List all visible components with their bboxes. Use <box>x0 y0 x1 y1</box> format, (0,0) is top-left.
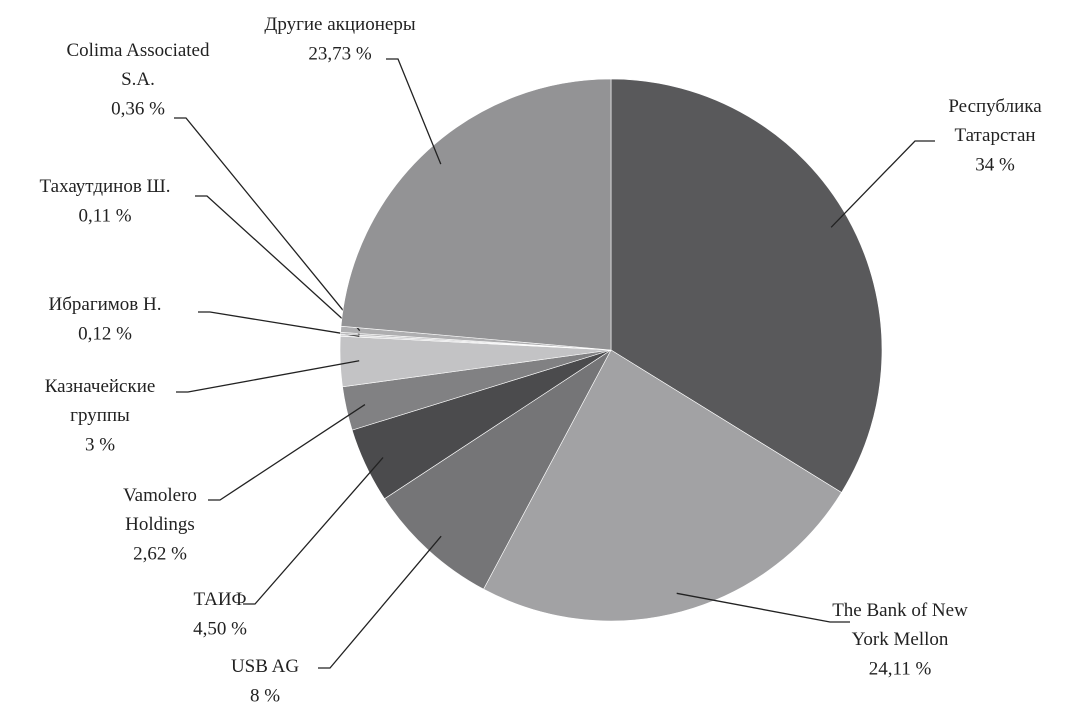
label-line: Другие акционеры <box>264 14 415 35</box>
label-line: Vamolero <box>123 485 197 506</box>
label-line: Татарстан <box>954 125 1035 146</box>
label-line: группы <box>70 405 130 426</box>
leader-line <box>195 195 360 335</box>
label-line: Тахаутдинов Ш. <box>40 176 171 197</box>
leader-line <box>386 58 442 165</box>
label-line: The Bank of New <box>832 600 968 621</box>
value-label: 24,11 % <box>869 658 932 679</box>
label-line: Ибрагимов Н. <box>49 294 162 315</box>
slice-label: ТАИФ <box>193 589 246 610</box>
pie-slice <box>483 349 842 622</box>
slice-label: Казначейские группы <box>45 376 156 426</box>
leader-line <box>243 457 384 605</box>
label-line: S.A. <box>121 69 155 90</box>
leader-line <box>830 140 935 228</box>
slice-label: The Bank of New York Mellon <box>832 600 968 650</box>
label-line: York Mellon <box>852 629 949 650</box>
leader-line <box>676 592 850 623</box>
slice-label: Colima Associated S.A. <box>66 40 210 90</box>
value-label: 0,11 % <box>78 205 131 226</box>
leader-line <box>174 117 361 332</box>
label-line: Казначейские <box>45 376 156 397</box>
label-line: Holdings <box>125 514 195 535</box>
leader-line <box>208 404 366 501</box>
value-label: 3 % <box>85 434 115 455</box>
label-line: USB AG <box>231 656 299 677</box>
value-label: 2,62 % <box>133 543 187 564</box>
slice-label: Республика Татарстан <box>948 96 1042 146</box>
label-line: ТАИФ <box>193 589 246 610</box>
leader-line <box>176 360 360 393</box>
value-label: 34 % <box>975 154 1015 175</box>
pie-slice <box>384 349 612 590</box>
pie-slice <box>340 78 612 351</box>
slice-label: Vamolero Holdings <box>123 485 197 535</box>
value-label: 23,73 % <box>308 43 372 64</box>
label-line: Республика <box>948 96 1042 117</box>
value-label: 8 % <box>250 685 280 706</box>
value-label: 4,50 % <box>193 618 247 639</box>
leader-line <box>198 311 360 337</box>
pie-slice <box>610 78 883 493</box>
slice-label: Другие акционеры <box>264 14 415 35</box>
value-label: 0,12 % <box>78 323 132 344</box>
slice-label: Тахаутдинов Ш. <box>40 176 171 197</box>
label-line: Colima Associated <box>66 40 210 61</box>
value-label: 0,36 % <box>111 98 165 119</box>
slice-label: Ибрагимов Н. <box>49 294 162 315</box>
leader-line <box>318 535 442 669</box>
slice-label: USB AG <box>231 656 299 677</box>
